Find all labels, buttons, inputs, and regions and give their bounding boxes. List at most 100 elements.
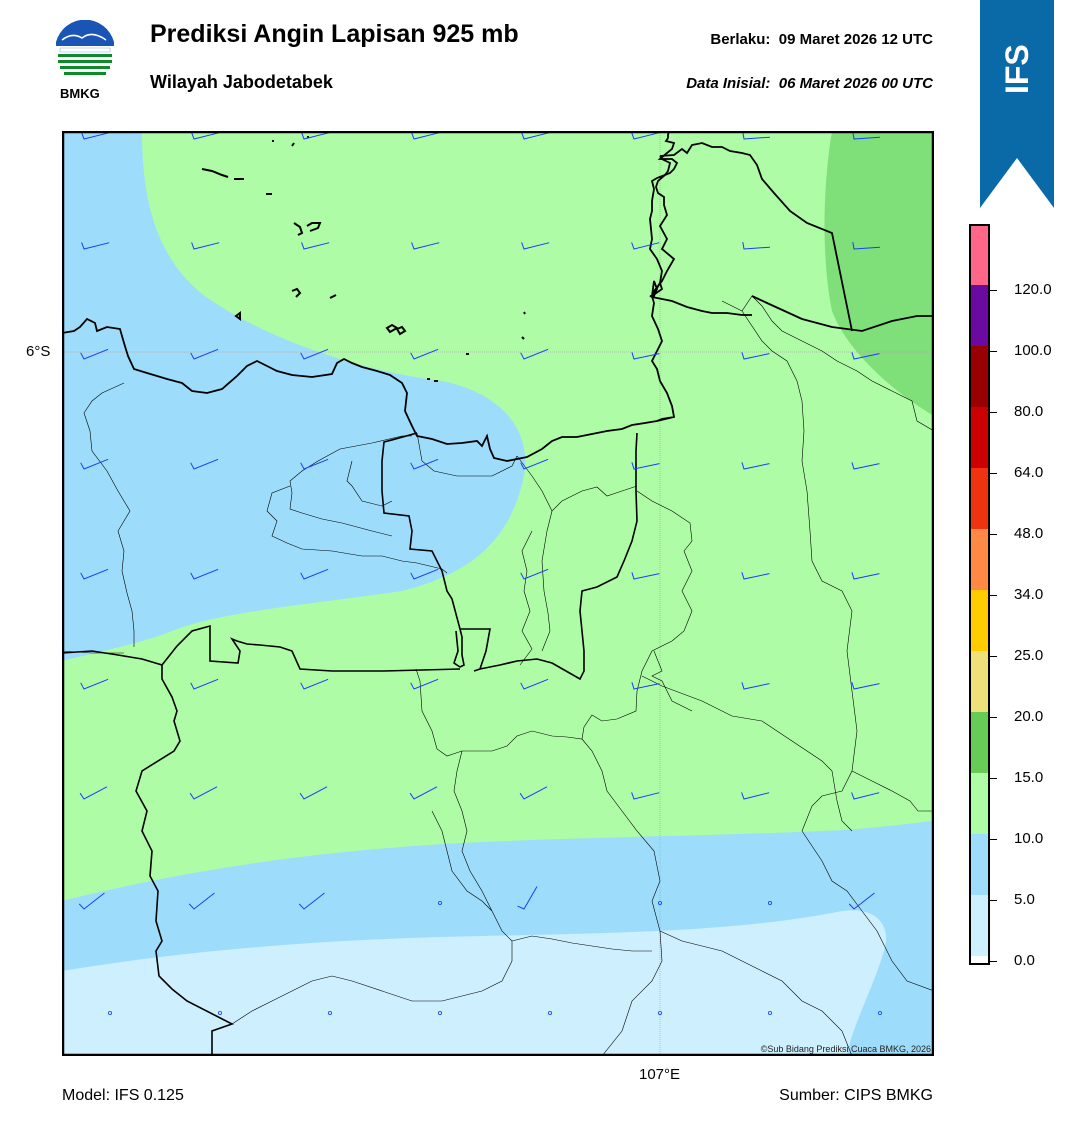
colorbar-tick [989,411,997,413]
wind-barb [852,132,880,140]
ifs-ribbon: IFS [980,0,1054,208]
calm-marker [768,901,773,906]
footer-model: Model: IFS 0.125 [62,1087,184,1104]
colorbar-label: 34.0 [1014,585,1044,603]
wind-barb [852,242,880,250]
colorbar-tick [989,716,997,718]
colorbar-label: 48.0 [1014,524,1044,542]
calm-marker [108,1011,113,1016]
colorbar-label: 64.0 [1014,463,1044,481]
wind-barb [410,568,439,580]
colorbar-tick [989,472,997,474]
wind-barb [190,348,219,360]
islands [201,136,526,382]
valid-time-label: Berlaku: [710,31,771,48]
wind-barb [301,132,330,140]
map-credit: ©Sub Bidang Prediksi Cuaca BMKG, 2026 [761,1044,931,1054]
wind-barb [410,458,439,470]
wind-barbs [78,132,880,910]
colorbar-label: 0.0 [1014,951,1035,969]
wind-barb [851,572,880,580]
wind-barb [300,348,329,360]
colorbar-band [970,773,989,834]
wind-barb [631,462,660,470]
logo-text: BMKG [60,86,100,101]
colorbar [969,224,990,965]
wind-barb [631,242,660,250]
colorbar-band [970,651,989,712]
colorbar-tick [989,289,997,291]
colorbar-label: 5.0 [1014,890,1035,908]
wind-barb [741,352,770,360]
coastline-main [651,296,752,316]
bmkg-logo-icon [56,19,114,75]
bmkg-logo [52,19,118,86]
map-subtitle: Wilayah Jabodetabek [150,72,333,92]
colorbar-band [970,590,989,651]
calm-marker [437,1011,442,1016]
band-15-20-east [824,131,934,416]
colorbar-tick [989,533,997,535]
wind-barb [741,792,770,800]
band-5-10-north [62,131,526,661]
colorbar-band [970,956,989,965]
wind-barb [191,132,220,140]
colorbar-label: 120.0 [1014,280,1052,298]
calm-marker [217,1011,222,1016]
wind-barb [741,462,770,470]
wind-barb [520,458,549,470]
lon-label: 107°E [639,1066,681,1083]
colorbar-label: 20.0 [1014,707,1044,725]
colorbar-tick [989,899,997,901]
calm-marker [547,1011,552,1016]
colorbar-band [970,285,989,346]
colorbar-label: 25.0 [1014,646,1044,664]
colorbar-label: 10.0 [1014,829,1044,847]
initial-time-value: 06 Maret 2026 00 UTC [778,75,933,92]
wind-barb [300,458,329,470]
wind-barb [411,242,440,250]
colorbar-tick [989,655,997,657]
wind-barb [521,132,550,140]
wind-barb [81,132,110,140]
wind-barb [300,568,329,580]
colorbar-band [970,834,989,895]
initial-time: Data Inisial: 06 Maret 2026 00 UTC [686,75,933,92]
coastline-northeast [651,142,934,332]
colorbar-band [970,895,989,956]
wind-barb [410,348,439,360]
wind-map: ©Sub Bidang Prediksi Cuaca BMKG, 2026 [62,131,934,1056]
lat-label: 6°S [26,343,51,360]
wind-barb [410,678,439,690]
footer-source: Sumber: CIPS BMKG [779,1087,933,1104]
wind-barb [520,348,549,360]
wind-barb [190,568,219,580]
wind-barb [80,458,109,470]
calm-marker [658,901,663,906]
valid-time-value: 09 Maret 2026 12 UTC [778,31,933,48]
wind-barb [409,786,438,800]
calm-markers [108,901,883,1016]
wind-barb [631,132,660,140]
colorbar-label: 15.0 [1014,768,1044,786]
map-frame [62,131,934,1056]
wind-barb [741,682,770,690]
wind-barb [742,132,770,140]
wind-barb [190,458,219,470]
wind-barb [188,892,215,910]
wind-barb [301,242,330,250]
coastline-east [649,131,679,298]
colorbar-tick [989,960,997,962]
wind-barb [742,242,770,250]
wind-barb [300,678,329,690]
wind-barb [520,678,549,690]
initial-time-label: Data Inisial: [686,75,771,92]
calm-marker [327,1011,332,1016]
wind-barb [519,786,548,800]
colorbar-band [970,407,989,468]
wind-barb [631,792,660,800]
colorbar-band [970,346,989,407]
wind-barb [80,348,109,360]
wind-barb [520,568,549,580]
valid-time: Berlaku: 09 Maret 2026 12 UTC [710,31,933,48]
